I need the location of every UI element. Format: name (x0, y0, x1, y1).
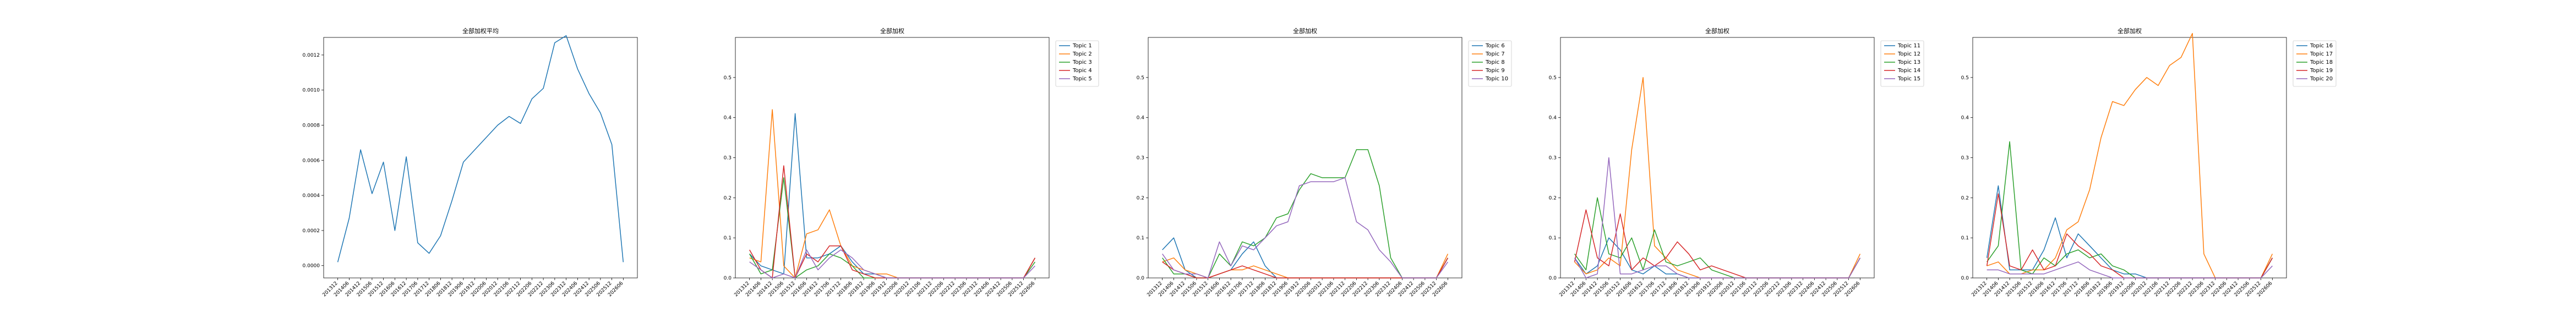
chart-panel-4: 全部加权0.00.10.20.30.40.5201312201406201412… (1549, 27, 1924, 298)
y-tick-label: 0.0008 (303, 123, 320, 128)
chart-title: 全部加权 (2117, 27, 2142, 35)
series-line-topic-18 (1986, 141, 2273, 278)
legend-entry: Topic 16 (2310, 43, 2333, 49)
legend-entry: Topic 4 (1072, 68, 1092, 74)
plot-frame (323, 37, 638, 278)
y-tick-label: 0.4 (1549, 116, 1557, 121)
y-tick-label: 0.0010 (303, 88, 320, 94)
legend-entry: Topic 11 (1897, 43, 1920, 49)
legend-entry: Topic 15 (1897, 76, 1920, 82)
chart-panel-5: 全部加权0.00.10.20.30.40.5201312201406201412… (1961, 27, 2337, 298)
chart-title: 全部加权 (880, 27, 904, 35)
y-tick-label: 0.0006 (303, 158, 320, 163)
legend-entry: Topic 1 (1072, 43, 1092, 49)
y-tick-label: 0.5 (1137, 75, 1144, 81)
y-tick-label: 0.0002 (303, 228, 320, 234)
legend-entry: Topic 20 (2310, 76, 2333, 82)
legend-box (1468, 40, 1512, 87)
series-line-topic-6 (1162, 237, 1449, 278)
y-tick-label: 0.4 (1137, 116, 1145, 121)
y-tick-label: 0.0004 (303, 193, 320, 199)
legend: Topic 1 Topic 2 Topic 3 Topic 4 Topic 5 (1055, 40, 1099, 87)
y-tick-label: 0.1 (724, 236, 732, 241)
y-tick-label: 0.0000 (303, 264, 320, 269)
series-line-topic-5 (749, 249, 1035, 278)
y-tick-label: 0.4 (724, 116, 732, 121)
chart-panel-3: 全部加权0.00.10.20.30.40.5201312201406201412… (1137, 27, 1512, 298)
y-tick-label: 0.0 (1961, 276, 1969, 281)
series-line-topic-20 (1986, 261, 2273, 278)
y-tick-label: 0.3 (1549, 156, 1557, 161)
legend-box (2293, 40, 2337, 87)
chart-title: 全部加权平均 (462, 27, 499, 35)
y-tick-label: 0.2 (1549, 195, 1557, 201)
y-tick-label: 0.2 (1137, 195, 1144, 201)
y-tick-label: 0.0012 (303, 53, 320, 58)
chart-title: 全部加权 (1293, 27, 1317, 35)
series-line-topic-16 (1986, 185, 2273, 278)
series-line-topic-10 (1162, 177, 1449, 278)
chart-panel-2: 全部加权0.00.10.20.30.40.5201312201406201412… (724, 27, 1099, 298)
series-line-topic-19 (1986, 193, 2273, 278)
series-line-topic-3 (749, 177, 1036, 278)
legend-entry: Topic 3 (1072, 59, 1092, 65)
chart-title: 全部加权 (1705, 27, 1729, 35)
legend-entry: Topic 18 (2310, 59, 2333, 65)
chart-panel-1: 全部加权平均 0.0000 0.0002 0.0004 0.0006 0.0008 0.00… (303, 27, 638, 298)
series-line-topic-15 (1574, 157, 1861, 278)
legend-entry: Topic 7 (1485, 51, 1505, 57)
y-tick-label: 0.4 (1961, 116, 1969, 121)
y-tick-label: 0.3 (1961, 156, 1969, 161)
legend-entry: Topic 5 (1072, 76, 1092, 82)
legend-entry: Topic 14 (1897, 68, 1920, 74)
plot-frame (1148, 37, 1462, 278)
series-line-topic-4 (749, 165, 1036, 278)
legend-entry: Topic 17 (2310, 51, 2333, 57)
legend-entry: Topic 2 (1072, 51, 1092, 57)
y-tick-label: 0.0 (724, 276, 732, 281)
y-tick-label: 0.1 (1961, 236, 1969, 241)
y-tick-label: 0.5 (1961, 75, 1969, 81)
series-line-topic-8 (1162, 149, 1449, 278)
legend-entry: Topic 19 (2310, 68, 2333, 74)
y-tick-label: 0.1 (1549, 236, 1557, 241)
legend-box (1880, 40, 1924, 87)
plot-frame (1972, 37, 2287, 278)
y-tick-label: 0.0 (1137, 276, 1145, 281)
series-line-topic-13 (1574, 197, 1861, 278)
y-tick-label: 0.1 (1137, 236, 1144, 241)
y-tick-label: 0.2 (724, 195, 732, 201)
legend-box (1055, 40, 1099, 87)
plot-frame (735, 37, 1050, 278)
y-tick-label: 0.5 (724, 75, 732, 81)
y-tick-label: 0.2 (1961, 195, 1969, 201)
legend-entry: Topic 10 (1485, 76, 1508, 82)
y-tick-label: 0.0 (1549, 276, 1557, 281)
legend-entry: Topic 6 (1485, 43, 1505, 49)
legend-entry: Topic 8 (1485, 59, 1505, 65)
y-tick-label: 0.5 (1549, 75, 1557, 81)
legend: Topic 16 Topic 17 Topic 18 Topic 19 Topic 20 (2293, 40, 2337, 87)
series-line-topic-17 (1986, 32, 2273, 278)
legend: Topic 6 Topic 7 Topic 8 Topic 9 Topic 10 (1468, 40, 1512, 87)
series-line-1 (337, 35, 624, 263)
legend-entry: Topic 12 (1897, 51, 1920, 57)
series-line-topic-7 (1162, 253, 1449, 278)
legend-entry: Topic 13 (1897, 59, 1920, 65)
y-tick-label: 0.3 (724, 156, 732, 161)
legend-entry: Topic 9 (1485, 68, 1505, 74)
series-line-topic-9 (1162, 258, 1449, 278)
y-tick-label: 0.3 (1137, 156, 1144, 161)
legend: Topic 11 Topic 12 Topic 13 Topic 14 Topic 15 (1880, 40, 1924, 87)
